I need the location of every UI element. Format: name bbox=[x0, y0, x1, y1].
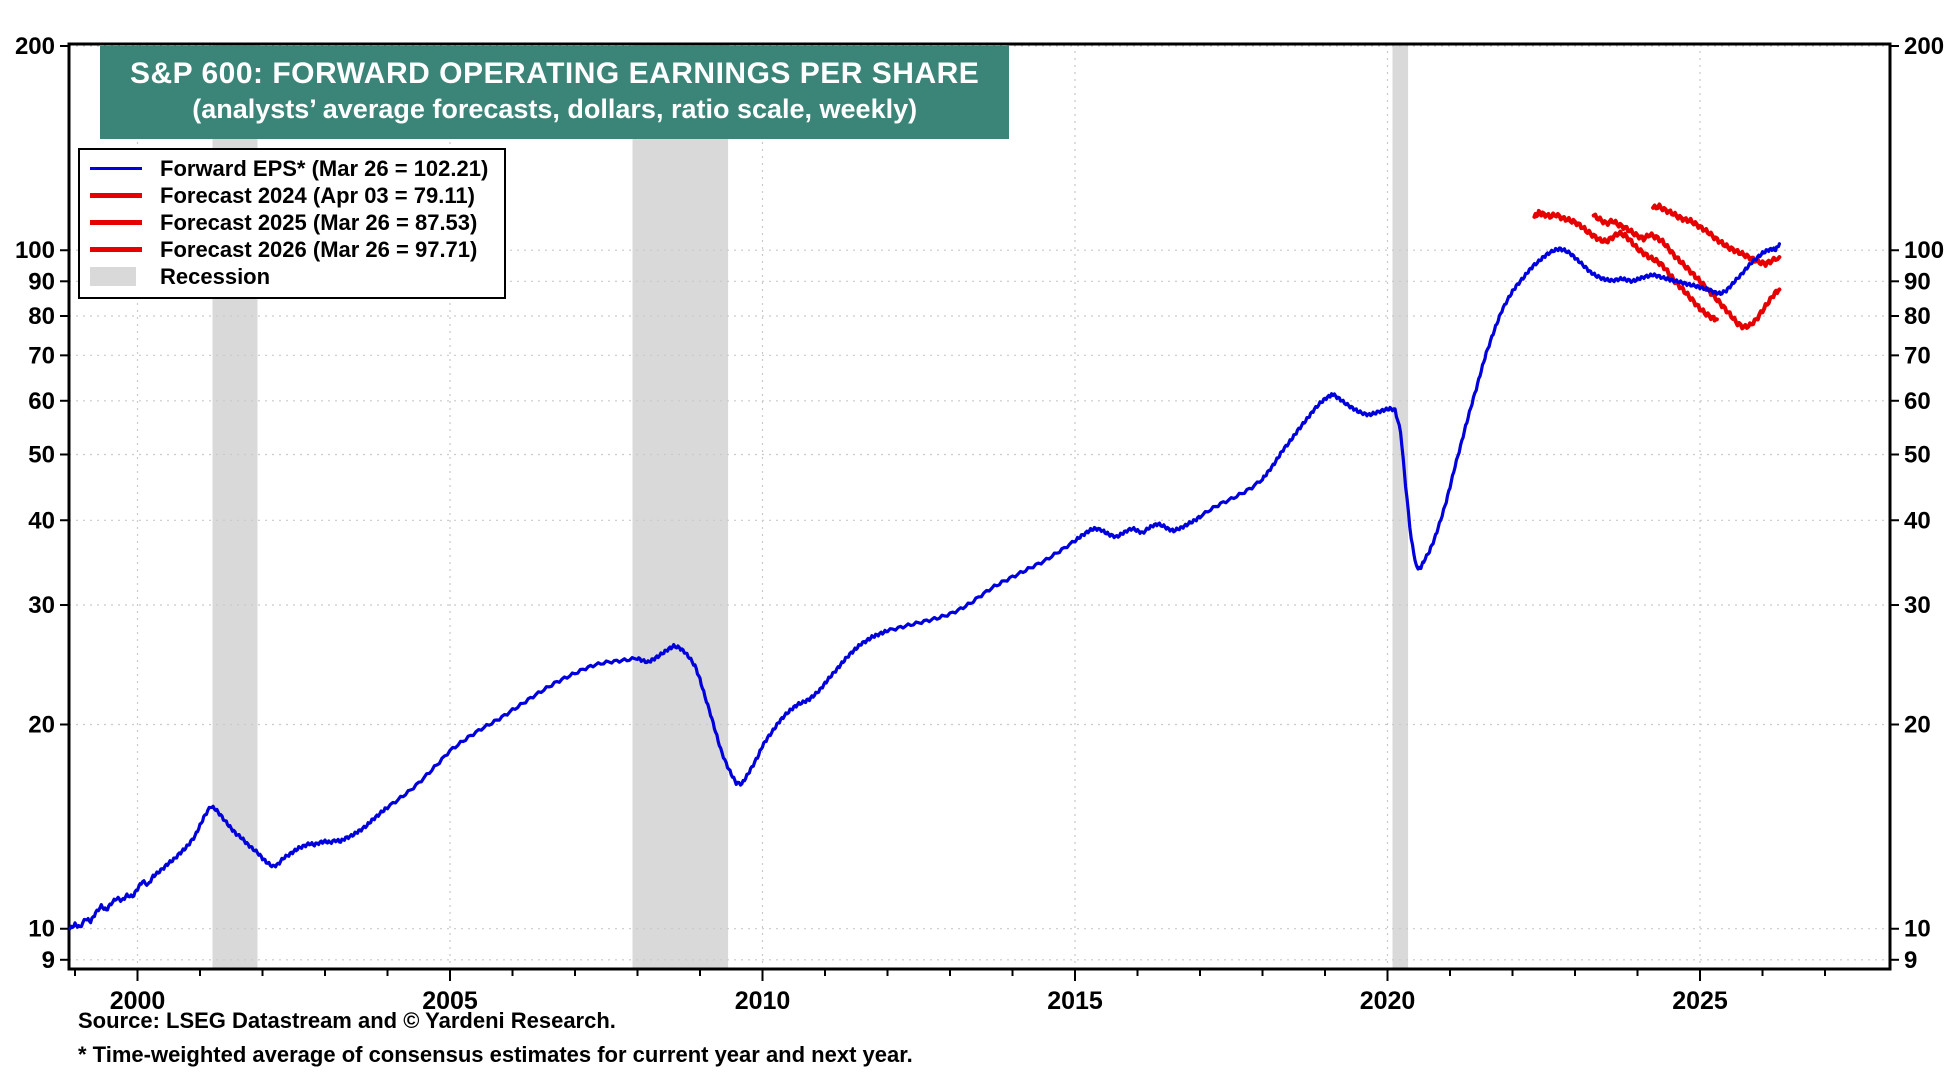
y-tick-label-left: 80 bbox=[28, 303, 55, 330]
y-tick-label-right: 30 bbox=[1904, 592, 1931, 619]
y-tick-label-left: 20 bbox=[28, 712, 55, 739]
y-tick-label-left: 90 bbox=[28, 268, 55, 295]
x-axis: 2000 2005 2010 2015 2020 2025 bbox=[74, 969, 1826, 1015]
line-swatch-forecast-2024 bbox=[90, 193, 146, 198]
x-tick-label: 2025 bbox=[1672, 987, 1728, 1015]
line-swatch-forecast-2026 bbox=[90, 247, 146, 252]
chart-title: S&P 600: FORWARD OPERATING EARNINGS PER … bbox=[130, 57, 980, 90]
line-swatch-forecast-2025 bbox=[90, 220, 146, 225]
legend-label-recession: Recession bbox=[160, 263, 271, 289]
y-tick-label-left: 200 bbox=[15, 33, 55, 60]
source-note: Source: LSEG Datastream and © Yardeni Re… bbox=[78, 1008, 616, 1033]
y-tick-label-right: 20 bbox=[1904, 712, 1931, 739]
recession-swatch bbox=[90, 267, 146, 286]
y-tick-label-left: 9 bbox=[42, 947, 55, 974]
legend-label-forecast-2026: Forecast 2026 (Mar 26 = 97.71) bbox=[160, 236, 478, 262]
x-tick-label: 2010 bbox=[735, 987, 791, 1015]
y-tick-label-right: 40 bbox=[1904, 507, 1931, 534]
chart-title-box: S&P 600: FORWARD OPERATING EARNINGS PER … bbox=[100, 46, 1010, 139]
y-tick-label-right: 90 bbox=[1904, 268, 1931, 295]
x-tick-label: 2020 bbox=[1360, 987, 1416, 1015]
chart-subtitle: (analysts’ average forecasts, dollars, r… bbox=[192, 94, 918, 124]
legend-item-forecast-2026: Forecast 2026 (Mar 26 = 97.71) bbox=[90, 236, 488, 263]
x-tick-label: 2015 bbox=[1047, 987, 1103, 1015]
legend-item-recession: Recession bbox=[90, 263, 488, 290]
y-tick-label-right: 60 bbox=[1904, 388, 1931, 415]
footnote: * Time-weighted average of consensus est… bbox=[78, 1042, 913, 1067]
y-tick-label-right: 200 bbox=[1904, 33, 1944, 60]
plot-frame bbox=[67, 42, 1892, 971]
legend-label-forecast-2025: Forecast 2025 (Mar 26 = 87.53) bbox=[160, 209, 478, 235]
x-tick-label: 2000 bbox=[110, 987, 166, 1015]
y-tick-label-left: 100 bbox=[15, 237, 55, 264]
legend-item-forward-eps: Forward EPS* (Mar 26 = 102.21) bbox=[90, 155, 488, 182]
legend: Forward EPS* (Mar 26 = 102.21) Forecast 2… bbox=[78, 148, 507, 299]
series-forecast-2025 bbox=[1591, 212, 1782, 331]
y-tick-label-right: 9 bbox=[1904, 947, 1917, 974]
recession-band bbox=[632, 44, 729, 969]
series-forecast-2024 bbox=[1532, 208, 1719, 323]
y-tick-label-left: 70 bbox=[28, 342, 55, 369]
y-tick-label-right: 70 bbox=[1904, 342, 1931, 369]
legend-label-forecast-2024: Forecast 2024 (Apr 03 = 79.11) bbox=[160, 182, 475, 208]
series-forward-eps bbox=[68, 242, 1782, 931]
line-swatch-forward-eps bbox=[90, 167, 146, 170]
y-tick-label-left: 10 bbox=[28, 916, 55, 943]
x-tick-label: 2005 bbox=[422, 987, 478, 1015]
series-group bbox=[68, 202, 1782, 931]
recession-band bbox=[1392, 44, 1409, 969]
y-tick-label-right: 100 bbox=[1904, 237, 1944, 264]
y-tick-label-left: 50 bbox=[28, 441, 55, 468]
y-tick-label-left: 30 bbox=[28, 592, 55, 619]
y-tick-label-right: 10 bbox=[1904, 916, 1931, 943]
y-tick-label-right: 80 bbox=[1904, 303, 1931, 330]
y-tick-label-left: 40 bbox=[28, 507, 55, 534]
legend-item-forecast-2025: Forecast 2025 (Mar 26 = 87.53) bbox=[90, 209, 488, 236]
y-tick-label-left: 60 bbox=[28, 388, 55, 415]
legend-label-forward-eps: Forward EPS* (Mar 26 = 102.21) bbox=[160, 155, 489, 181]
y-tick-label-right: 50 bbox=[1904, 441, 1931, 468]
y-axes: 9 9 10 10 20 20 30 30 40 40 50 50 60 60 70 70 80 80 90 90 10… bbox=[15, 33, 1944, 974]
legend-item-forecast-2024: Forecast 2024 (Apr 03 = 79.11) bbox=[90, 182, 488, 209]
